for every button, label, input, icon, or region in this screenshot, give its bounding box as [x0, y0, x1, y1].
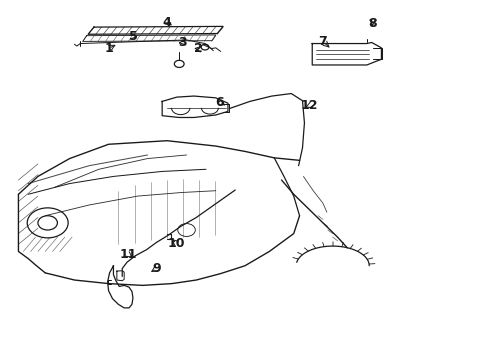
- Text: 6: 6: [215, 96, 224, 109]
- Text: 1: 1: [104, 42, 113, 55]
- Polygon shape: [88, 26, 223, 34]
- Text: 4: 4: [163, 15, 172, 28]
- Polygon shape: [83, 35, 216, 41]
- Text: 2: 2: [195, 42, 203, 55]
- Text: 3: 3: [178, 36, 187, 49]
- Polygon shape: [312, 42, 381, 65]
- Polygon shape: [162, 96, 228, 117]
- Text: 7: 7: [318, 35, 327, 48]
- Text: 9: 9: [152, 262, 161, 275]
- Text: 8: 8: [368, 17, 377, 30]
- Text: 5: 5: [128, 30, 137, 43]
- Text: 11: 11: [120, 248, 137, 261]
- Text: 10: 10: [168, 237, 186, 250]
- Text: 12: 12: [300, 99, 318, 112]
